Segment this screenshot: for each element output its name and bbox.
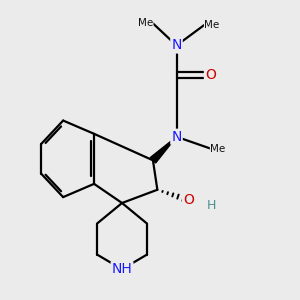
- Polygon shape: [150, 137, 176, 163]
- Text: N: N: [171, 130, 182, 144]
- Text: O: O: [205, 68, 216, 82]
- Text: O: O: [183, 193, 194, 207]
- Text: H: H: [207, 200, 217, 212]
- Text: Me: Me: [205, 20, 220, 30]
- Text: NH: NH: [112, 262, 132, 276]
- Text: Me: Me: [210, 143, 226, 154]
- Text: N: N: [171, 38, 182, 52]
- Text: Me: Me: [138, 18, 153, 28]
